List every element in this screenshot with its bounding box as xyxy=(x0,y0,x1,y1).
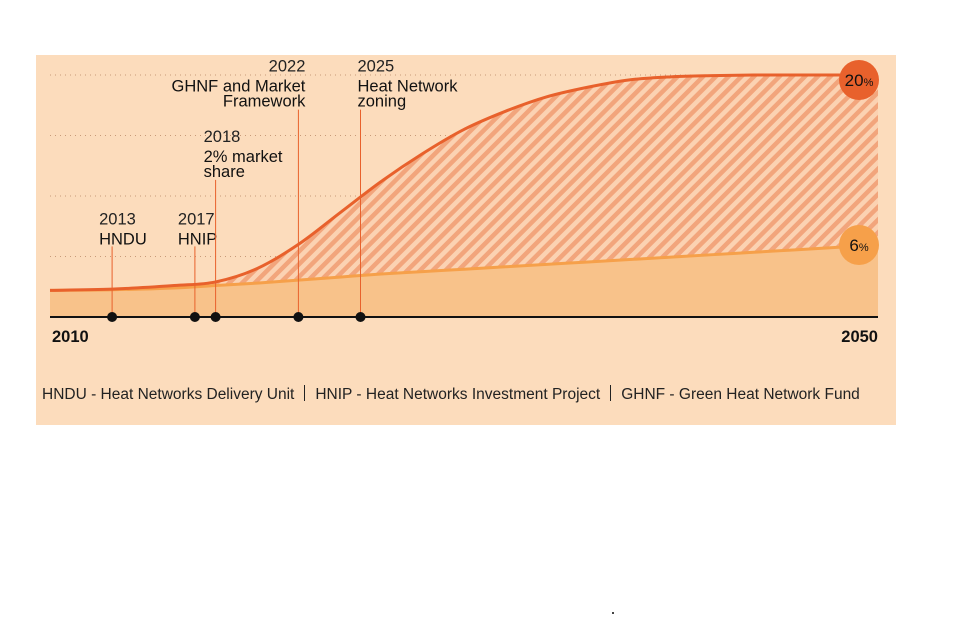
milestone: 2013 HNDU xyxy=(99,210,147,322)
legend-separator xyxy=(304,385,306,401)
milestone-year: 2025 xyxy=(358,58,395,76)
hatched-area xyxy=(50,74,878,291)
end-label-circle xyxy=(839,225,879,266)
milestone-label: HNIP xyxy=(178,230,217,248)
legend-hndu: HNDU - Heat Networks Delivery Unit xyxy=(42,386,295,403)
end-label-circle xyxy=(839,60,879,100)
milestone-label: share xyxy=(204,163,245,181)
end-label-text: 6% xyxy=(849,236,868,255)
milestone-year: 2013 xyxy=(99,210,136,228)
legend: HNDU - Heat Networks Delivery Unit HNIP -… xyxy=(42,385,860,404)
end-label-value: 20 xyxy=(845,71,864,90)
milestone-label: 2% market xyxy=(204,148,283,166)
milestone-label: zoning xyxy=(358,93,407,111)
milestone: 2017 HNIP xyxy=(178,210,217,322)
milestone-label: Framework xyxy=(223,93,306,111)
legend-ghnf: GHNF - Green Heat Network Fund xyxy=(621,386,860,403)
end-label: 6% xyxy=(839,225,879,266)
milestone-year: 2022 xyxy=(269,58,306,76)
end-label-value: 6 xyxy=(849,236,858,255)
milestone-year: 2017 xyxy=(178,210,215,228)
stray-dot xyxy=(612,612,614,614)
milestone-year: 2018 xyxy=(204,128,241,146)
x-axis: 2010 2050 xyxy=(50,316,878,346)
low-series-line xyxy=(49,243,879,292)
x-tick-label: 2010 xyxy=(52,328,89,346)
end-labels: 20%6% xyxy=(839,60,879,266)
high-series-line xyxy=(49,73,878,292)
milestone-label: HNDU xyxy=(99,230,147,248)
low-area xyxy=(50,245,878,317)
end-label-unit: % xyxy=(864,77,874,89)
x-tick-label: 2050 xyxy=(841,328,878,346)
milestone-label: GHNF and Market xyxy=(172,78,306,96)
legend-separator xyxy=(610,385,612,401)
milestone-label: Heat Network xyxy=(358,78,459,96)
chart-areas xyxy=(50,74,878,317)
end-label: 20% xyxy=(839,60,879,100)
chart-lines xyxy=(49,73,879,292)
end-label-unit: % xyxy=(859,242,869,254)
legend-hnip: HNIP - Heat Networks Investment Project xyxy=(315,386,601,403)
end-label-text: 20% xyxy=(845,71,874,90)
